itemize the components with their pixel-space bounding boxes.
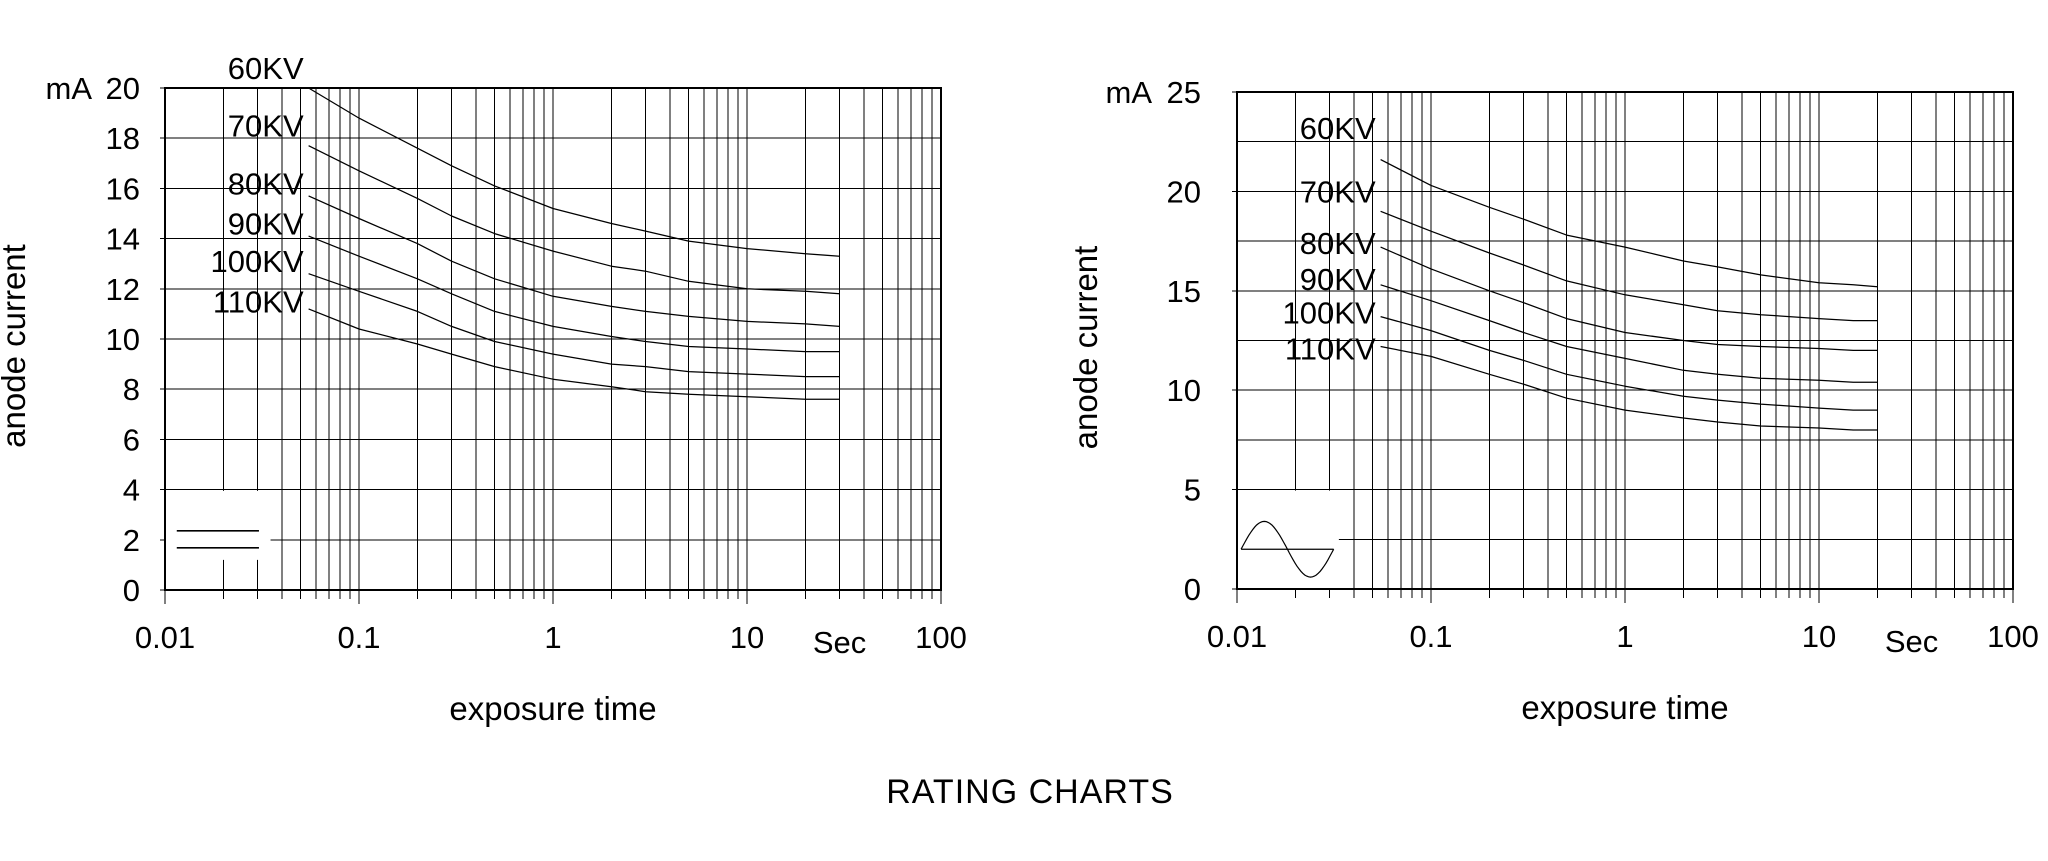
right-ytick-label: 0 — [1184, 572, 1201, 607]
curve-90kv — [1380, 284, 1878, 383]
left-x-unit-label: Sec — [813, 625, 866, 660]
left-rating-chart: 0 2 4 6 8 10 12 14 16 18 20 mA 0.01 0.1 1 10 100 Sec expos… — [0, 51, 967, 727]
right-xtick-label: 10 — [1802, 619, 1836, 654]
right-xaxis-title: exposure time — [1521, 689, 1728, 726]
right-y-unit-label: mA — [1106, 75, 1153, 110]
kv-label-70kv: 70KV — [228, 109, 304, 144]
left-ytick-label: 10 — [106, 322, 140, 357]
right-curves — [1380, 159, 1878, 431]
left-plot-border — [164, 87, 942, 591]
left-ytick-label: 0 — [123, 573, 140, 608]
right-x-unit-label: Sec — [1885, 624, 1938, 659]
left-xtick-label: 10 — [730, 620, 764, 655]
right-xtick-label: 100 — [1987, 619, 2039, 654]
right-grid — [1232, 91, 2014, 603]
left-ytick-label: 16 — [106, 171, 140, 206]
right-rating-chart: 0 5 10 15 20 25 mA 0.01 0.1 1 10 100 Sec exposure tim… — [1067, 75, 2039, 726]
right-legend-box — [1238, 490, 1339, 589]
kv-label-60kv: 60KV — [228, 51, 304, 86]
figure-title: RATING CHARTS — [886, 773, 1174, 811]
right-ytick-label: 15 — [1167, 274, 1201, 309]
right-ytick-label: 20 — [1167, 174, 1201, 209]
left-ytick-label: 2 — [123, 523, 140, 558]
left-grid — [160, 87, 942, 604]
right-legend — [1238, 490, 1339, 589]
kv-label-90kv: 90KV — [228, 207, 304, 242]
kv-label-70kv: 70KV — [1300, 174, 1376, 209]
left-ytick-label: 14 — [106, 222, 140, 257]
right-xtick-label: 0.1 — [1409, 619, 1452, 654]
left-ytick-label: 6 — [123, 422, 140, 457]
left-ytick-label: 20 — [106, 71, 140, 106]
curve-110kv — [308, 308, 840, 400]
right-plot-border — [1236, 91, 2014, 590]
left-curves — [308, 87, 840, 400]
left-ytick-label: 4 — [123, 473, 140, 508]
curve-70kv — [308, 145, 840, 295]
left-xaxis-title: exposure time — [449, 690, 656, 727]
right-ytick-label: 10 — [1167, 373, 1201, 408]
left-ytick-label: 12 — [106, 272, 140, 307]
right-ytick-label: 25 — [1167, 75, 1201, 110]
right-yaxis-title: anode current — [1067, 246, 1104, 450]
curve-80kv — [308, 195, 840, 328]
left-legend-box — [166, 490, 271, 560]
curve-100kv — [1380, 315, 1878, 411]
kv-label-80kv: 80KV — [228, 166, 304, 201]
right-xtick-label: 1 — [1616, 619, 1633, 654]
left-ytick-label: 18 — [106, 121, 140, 156]
curve-90kv — [308, 235, 840, 353]
kv-label-80kv: 80KV — [1300, 226, 1376, 261]
left-legend — [166, 490, 271, 560]
kv-label-100kv: 100KV — [1283, 296, 1376, 331]
kv-label-110kv: 110KV — [213, 284, 304, 319]
curve-80kv — [1380, 246, 1878, 352]
curve-100kv — [308, 273, 840, 378]
left-xtick-label: 100 — [915, 620, 967, 655]
curve-60kv — [308, 87, 840, 257]
kv-label-110kv: 110KV — [1285, 331, 1376, 366]
left-xtick-label: 0.1 — [337, 620, 380, 655]
left-yaxis-title: anode current — [0, 244, 32, 448]
ac-sine-waveform-icon — [1240, 520, 1335, 578]
right-xtick-label: 0.01 — [1207, 619, 1267, 654]
kv-label-60kv: 60KV — [1300, 111, 1376, 146]
left-xtick-label: 1 — [544, 620, 561, 655]
curve-60kv — [1380, 159, 1878, 288]
kv-label-90kv: 90KV — [1300, 262, 1376, 297]
left-ytick-label: 8 — [123, 372, 140, 407]
left-xtick-label: 0.01 — [135, 620, 195, 655]
curve-110kv — [1380, 345, 1878, 431]
curve-70kv — [1380, 210, 1878, 322]
kv-label-100kv: 100KV — [211, 244, 304, 279]
right-ytick-label: 5 — [1184, 473, 1201, 508]
left-y-unit-label: mA — [46, 71, 93, 106]
